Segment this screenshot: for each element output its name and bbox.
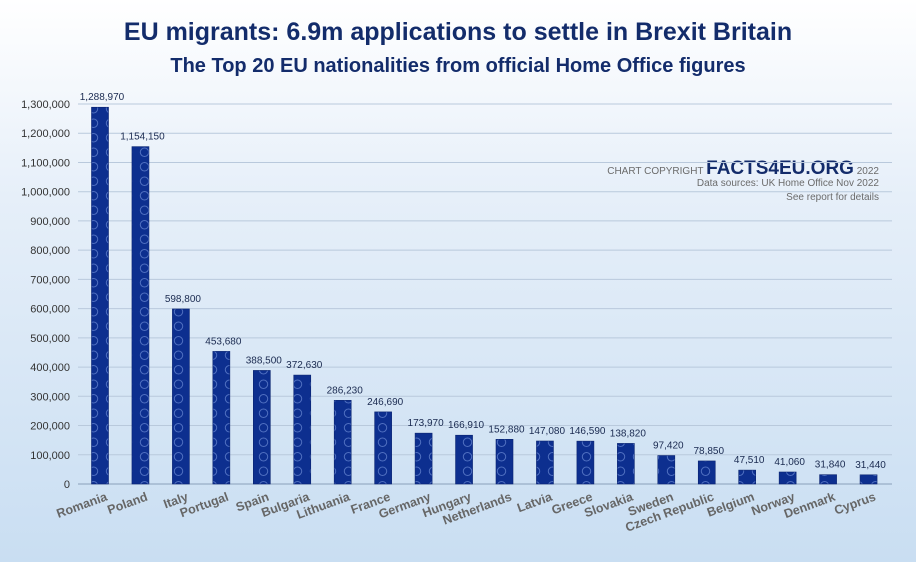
bar [374,411,392,485]
data-label: 1,154,150 [120,132,165,143]
y-tick-label: 0 [64,479,70,491]
y-tick-label: 600,000 [30,304,70,316]
bar [293,374,312,485]
copyright-prefix: CHART COPYRIGHT [607,166,704,177]
y-tick-label: 400,000 [30,362,70,374]
data-label: 147,080 [529,426,566,437]
data-label: 97,420 [653,441,684,452]
bar [91,106,109,485]
x-tick-label: Poland [106,490,150,517]
data-label: 372,630 [286,360,323,371]
data-label: 152,880 [488,424,525,435]
y-tick-label: 900,000 [30,216,70,228]
bar [657,455,676,485]
y-tick-label: 1,200,000 [21,128,70,140]
chart-subtitle: The Top 20 EU nationalities from officia… [170,55,746,77]
copyright-year: 2022 [856,166,879,177]
bar [495,439,514,485]
copyright-line: CHART COPYRIGHT FACTS4EU.ORG 2022 [607,158,879,180]
y-tick-label: 300,000 [30,391,70,403]
bar [697,460,716,485]
data-label: 138,820 [610,428,647,439]
data-label: 1,288,970 [80,92,125,103]
data-label: 31,840 [815,460,846,471]
bar [414,432,433,485]
y-tick-label: 700,000 [30,274,70,286]
data-label: 246,690 [367,397,404,408]
bar [738,469,757,485]
y-tick-label: 1,000,000 [21,187,70,199]
y-tick-label: 500,000 [30,333,70,345]
data-label: 146,590 [569,426,606,437]
y-tick-label: 100,000 [30,450,70,462]
data-label: 173,970 [408,418,445,429]
data-label: 598,800 [165,294,202,305]
data-label: 388,500 [246,355,283,366]
bar [819,474,837,485]
y-tick-label: 800,000 [30,245,70,257]
x-tick-label: Latvia [515,489,555,515]
data-label: 47,510 [734,455,765,466]
bar [253,370,271,485]
x-tick-label: Romania [55,489,110,521]
data-label: 166,910 [448,420,485,431]
data-label: 31,440 [855,460,886,471]
bar [617,443,635,485]
bar [576,440,595,485]
data-label: 286,230 [327,385,364,396]
y-tick-label: 1,100,000 [21,157,70,169]
bar [212,351,231,485]
bar [455,434,473,485]
y-tick-label: 1,300,000 [21,99,70,111]
data-source: Data sources: UK Home Office Nov 2022 [696,178,879,189]
x-tick-label: Cyprus [832,490,877,518]
bar [859,474,878,485]
brand-logo-text: FACTS4EU.ORG [706,158,854,179]
report-note: See report for details [786,192,879,203]
bar [333,400,352,485]
chart-title: EU migrants: 6.9m applications to settle… [123,18,793,46]
data-label: 78,850 [693,446,724,457]
bar [778,471,797,485]
bar [172,308,190,485]
y-tick-label: 200,000 [30,421,70,433]
data-label: 453,680 [205,336,242,347]
bar [131,146,150,485]
bar [536,440,554,485]
data-label: 41,060 [774,457,805,468]
